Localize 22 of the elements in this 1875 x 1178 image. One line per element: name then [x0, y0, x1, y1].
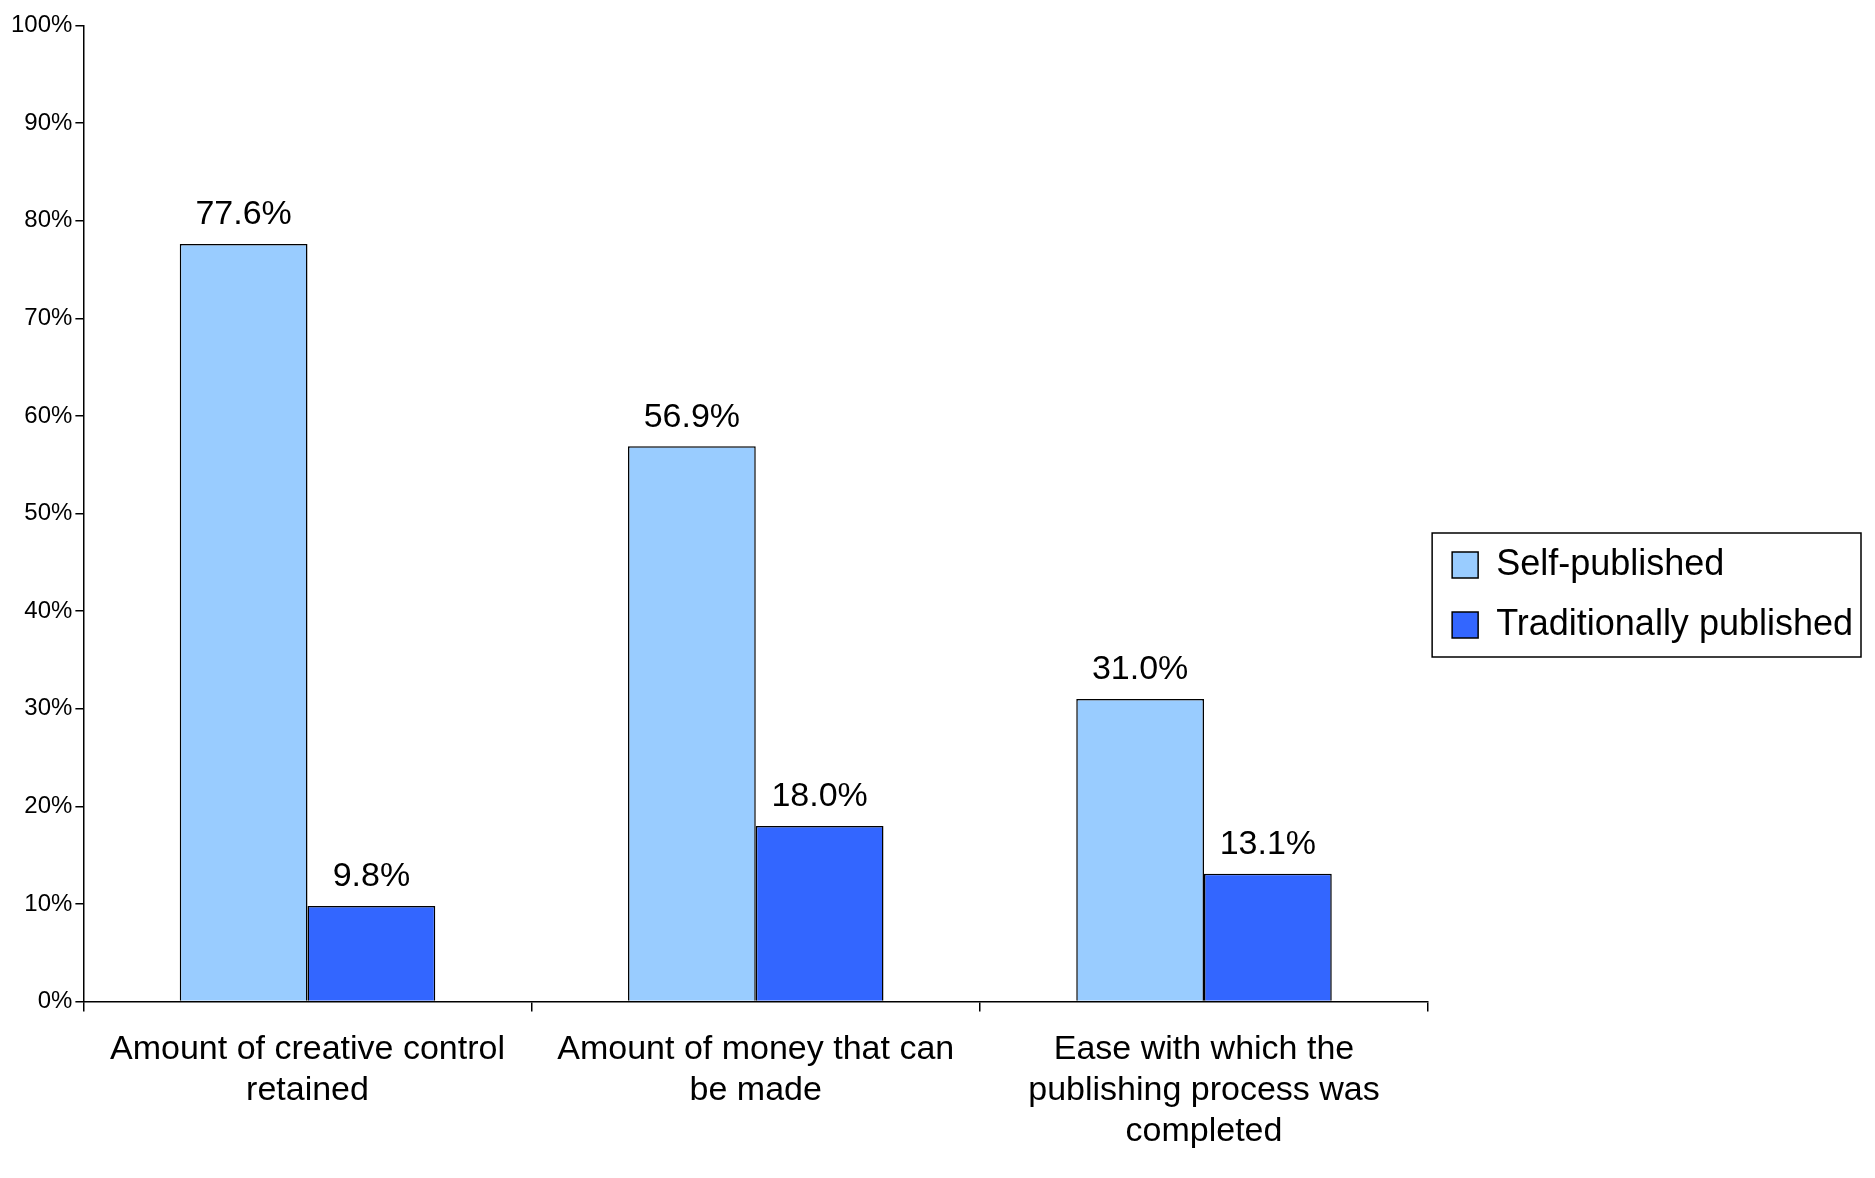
x-tick-label: Ease with which the publishing process was completed	[1028, 1028, 1380, 1148]
y-tick-label: 60%	[24, 400, 73, 428]
legend-label: Self-published	[1496, 541, 1725, 583]
y-tick-label: 40%	[24, 595, 73, 623]
y-tick-label: 70%	[24, 302, 73, 330]
y-tick-label: 20%	[24, 790, 73, 818]
y-tick-label: 0%	[37, 986, 73, 1014]
y-tick-label: 90%	[24, 107, 73, 135]
data-label: 18.0%	[771, 775, 868, 814]
legend-label: Traditionally published	[1496, 601, 1853, 643]
y-tick-label: 80%	[24, 205, 73, 233]
y-tick-label: 50%	[24, 498, 73, 526]
y-tick-label: 10%	[24, 888, 73, 916]
y-tick-label: 30%	[24, 693, 73, 721]
data-label: 13.1%	[1219, 823, 1317, 862]
data-label: 9.8%	[332, 855, 411, 894]
y-tick-label: 100%	[10, 10, 73, 38]
data-label: 56.9%	[643, 395, 741, 434]
data-label: 31.0%	[1091, 648, 1189, 687]
x-tick-label: Amount of money that can be made	[557, 1028, 955, 1108]
data-label: 77.6%	[195, 193, 292, 232]
x-tick-label: Amount of creative control retained	[110, 1028, 505, 1108]
